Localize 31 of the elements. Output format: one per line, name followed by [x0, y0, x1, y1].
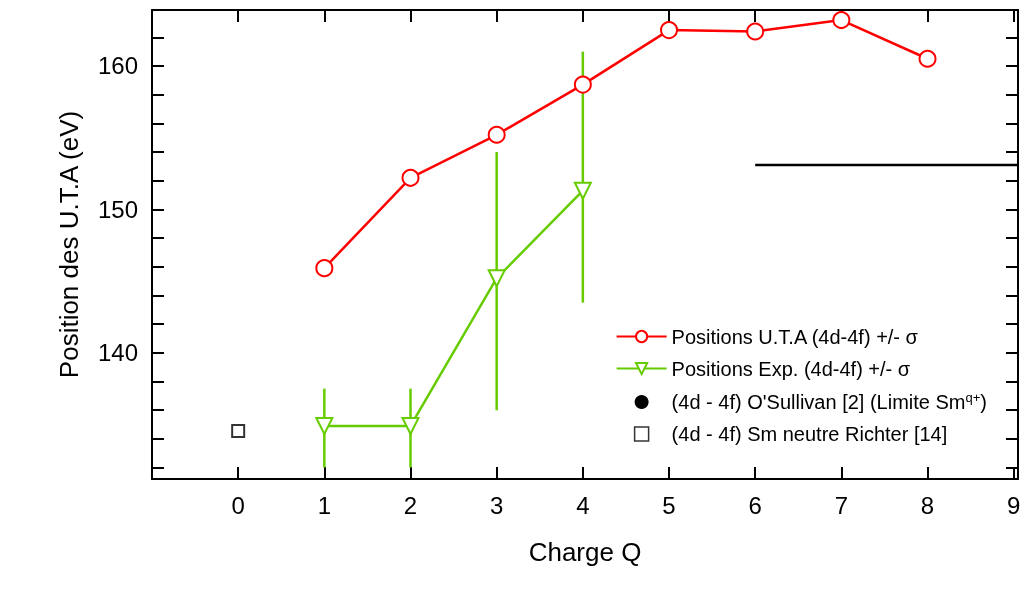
- legend-label: Positions Exp. (4d-4f) +/- σ: [671, 357, 911, 380]
- point: [918, 49, 937, 68]
- legend-label: Positions U.T.A (4d-4f) +/- σ: [671, 325, 919, 348]
- point: [401, 416, 420, 435]
- point: [401, 168, 420, 187]
- point: [746, 22, 765, 41]
- point: [315, 259, 334, 278]
- x-tick-label: 3: [490, 491, 504, 519]
- point: [231, 423, 246, 438]
- x-tick-label: 4: [576, 491, 590, 519]
- point: [487, 125, 506, 144]
- x-tick-label: 7: [834, 491, 849, 519]
- x-tick-label: 1: [317, 491, 332, 519]
- y-tick-label: 160: [97, 52, 138, 80]
- x-tick-label: 5: [662, 491, 676, 519]
- point: [832, 11, 851, 30]
- y-tick-label: 150: [97, 195, 138, 223]
- y-axis-title: Position des U.T.A (eV): [54, 110, 84, 379]
- x-tick-label: 8: [920, 491, 935, 519]
- point: [573, 181, 592, 200]
- legend-label: (4d - 4f) Sm neutre Richter [14]: [671, 423, 948, 445]
- y-tick-label: 140: [97, 339, 138, 367]
- point: [315, 416, 334, 435]
- x-axis-title: Charge Q: [528, 537, 642, 567]
- x-tick-label: 6: [748, 491, 762, 519]
- x-tick-label: 9: [1007, 491, 1021, 519]
- x-tick-label: 0: [231, 491, 245, 519]
- point: [660, 21, 679, 40]
- point: [487, 269, 506, 288]
- point: [573, 75, 592, 94]
- x-tick-label: 2: [403, 491, 418, 519]
